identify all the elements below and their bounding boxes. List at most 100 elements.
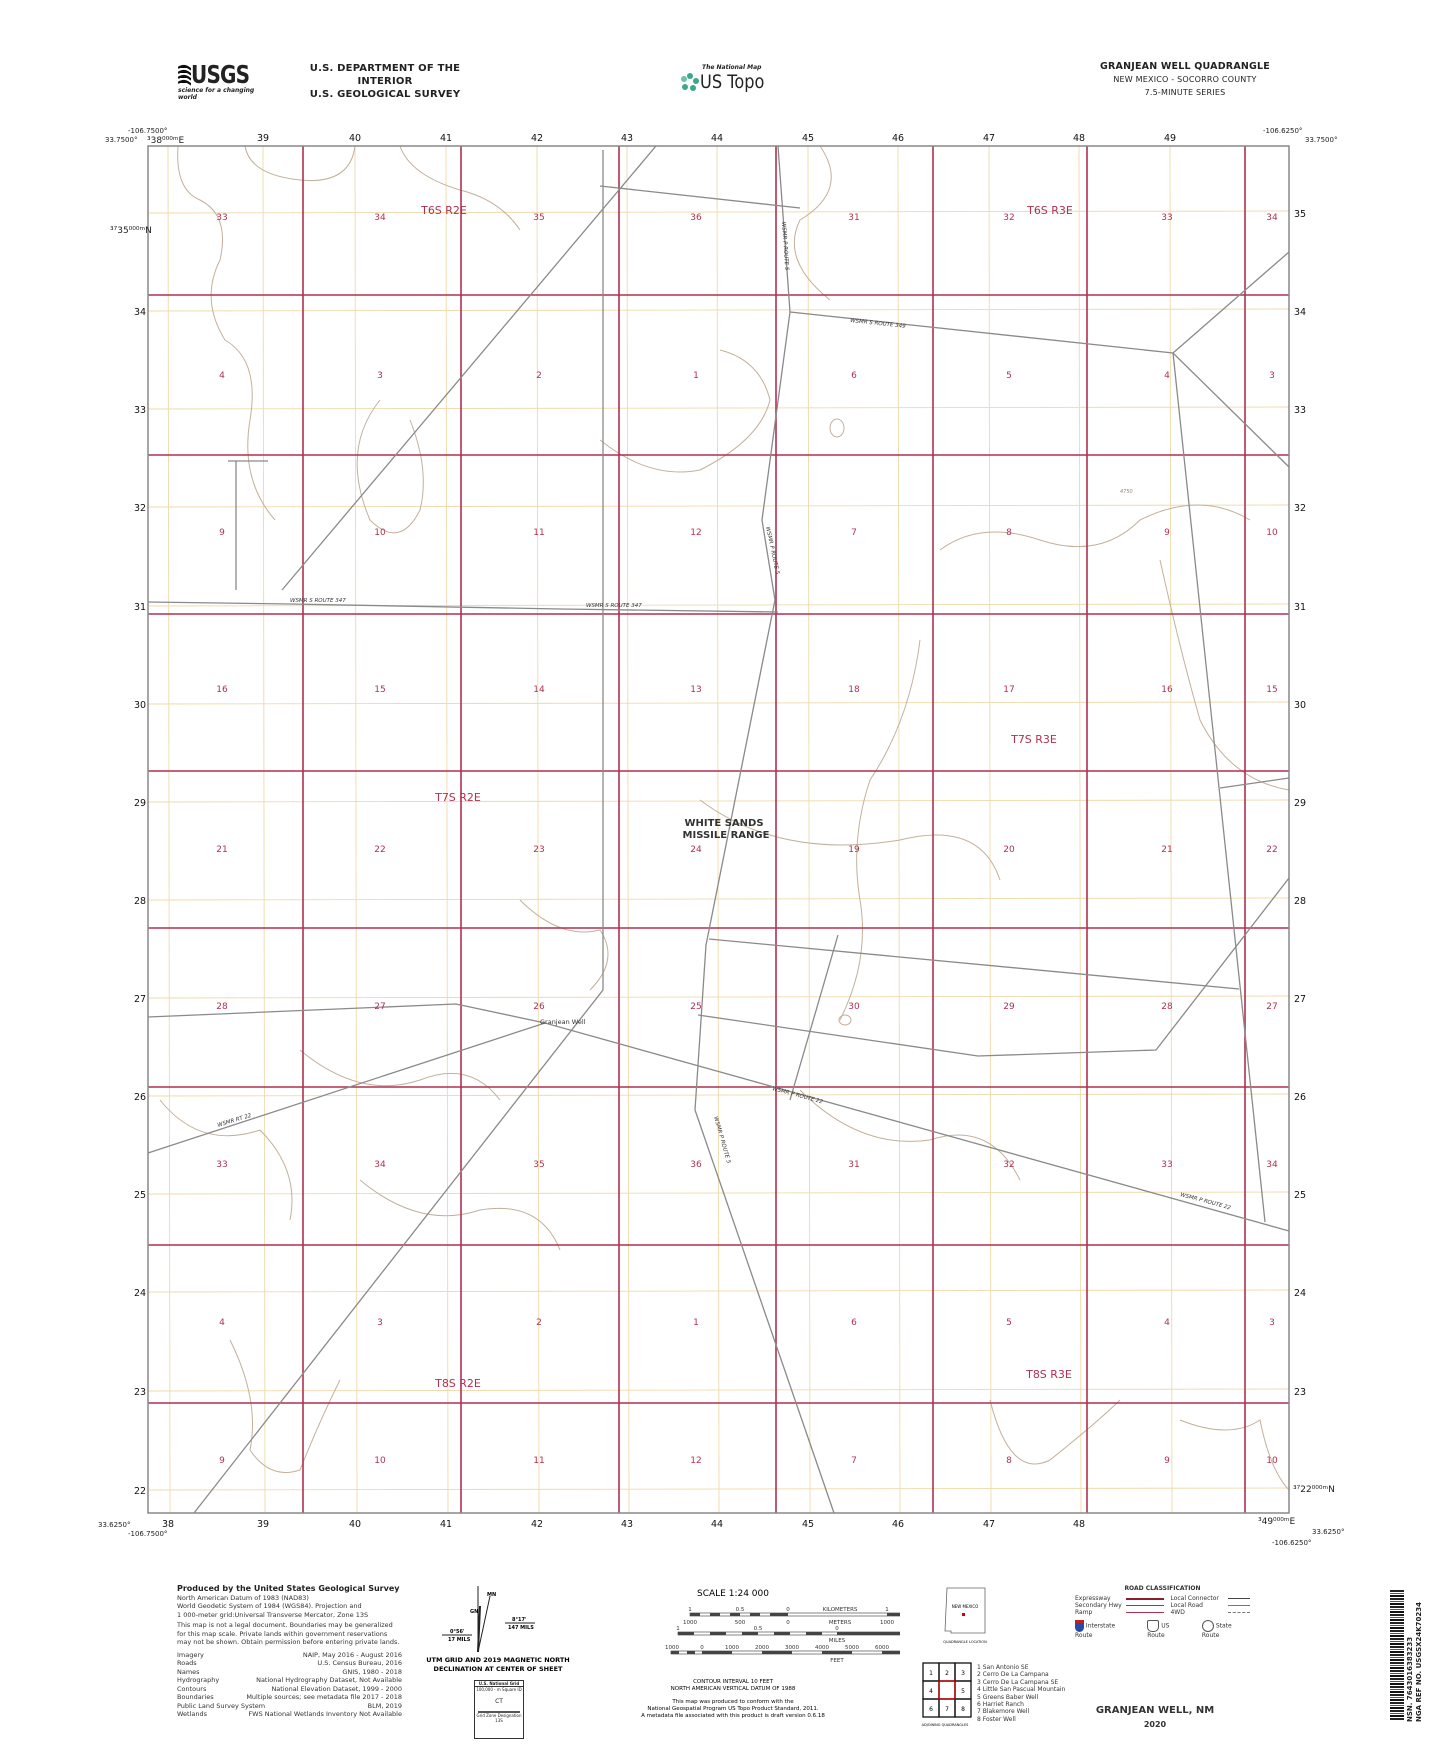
section-number: 13 [690,685,701,695]
sheet-title: GRANJEAN WELL, NM 2020 [1095,1705,1215,1729]
section-number: 5 [1006,1318,1012,1328]
svg-text:CONTOUR INTERVAL 10 FEET: CONTOUR INTERVAL 10 FEET [693,1679,774,1685]
svg-text:0°56': 0°56' [450,1629,465,1635]
scale-tick-label: 0 [786,1607,790,1613]
northing-label: 29 [134,798,146,809]
section-number: 24 [690,845,702,855]
section-number: 6 [851,1318,857,1328]
corner-coordinate: 33.7500° [1305,136,1337,144]
utm-gridline [147,308,1290,312]
section-number: 11 [533,1456,544,1466]
scale-tick-label: 1000 [880,1620,894,1626]
svg-text:This map was produced to confo: This map was produced to conform with th… [671,1699,794,1705]
utm-gridline [147,1093,1290,1097]
township-label: T6S R3E [1026,204,1073,217]
northing-label: 32 [1294,503,1306,514]
section-number: 10 [1266,1456,1278,1466]
section-number: 4 [219,371,225,381]
scale-tick-label: 1 [676,1626,680,1632]
scale-segment [774,1632,790,1635]
adjoining-cell-number: 1 [929,1670,933,1677]
section-number: 35 [533,213,544,223]
source-row: Boundaries Multiple sources; see metadata… [177,1693,402,1701]
adjoining-quad-name: 1 San Antonio SE [977,1664,1029,1671]
contour [829,418,845,438]
road-label: WSMR P ROUTE 5 [712,1116,731,1165]
easting-label: 44 [711,133,723,144]
scale-tick-label: 0 [835,1626,839,1632]
northing-label: 35 [1294,209,1306,220]
adjoining-cell-number: 5 [961,1688,965,1695]
easting-label: 38 [162,1519,174,1530]
scale-segment [742,1632,758,1635]
northing-label: 23 [134,1387,146,1398]
section-number: 3 [1269,1318,1275,1328]
utm-label: ³⁷22⁰⁰⁰ᵐN [1293,1485,1335,1495]
section-number: 3 [377,1318,383,1328]
contour [244,145,356,182]
northing-label: 27 [134,994,146,1005]
northing-label: 26 [134,1092,146,1103]
contour [839,639,921,1021]
utm-label: ³49⁰⁰⁰ᵐE [1258,1517,1295,1527]
northing-label: 31 [134,602,146,613]
scale-segment [806,1632,822,1635]
source-row: Imagery NAIP, May 2016 - August 2016 [177,1650,402,1659]
state-county: NEW MEXICO - SOCORRO COUNTY [1113,75,1257,84]
new-mexico-outline [944,1587,986,1634]
section-number: 34 [1266,213,1278,223]
source-row: Wetlands FWS National Wetlands Inventory … [177,1710,402,1718]
section-number: 22 [374,845,385,855]
scale-segment [770,1613,788,1616]
corner-coordinate: -106.7500° [128,1530,167,1538]
scale-segment [762,1651,792,1654]
section-number: 7 [851,1456,857,1466]
corner-coordinate: 33.7500° [105,136,137,144]
easting-label: 45 [802,1519,814,1530]
utm-gridline [807,145,811,1514]
utm-gridline [1078,145,1082,1514]
township-label: T7S R2E [434,791,481,804]
section-number: 10 [374,1456,386,1466]
adjoining-cell [954,1698,972,1718]
section-number: 11 [533,528,544,538]
corner-coordinate: 33.6250° [1312,1528,1344,1536]
scale-tick-label: 0 [700,1645,704,1651]
scale-unit-label: METERS [829,1620,852,1626]
adjoining-quadrangle-list: 1 San Antonio SE 2 Cerro De La Campana 3 C… [977,1664,1065,1723]
contour [399,145,521,231]
section-number: 1 [693,371,699,381]
adjoining-quad-name: 3 Cerro De La Campana SE [977,1678,1059,1686]
section-number: 2 [536,371,542,381]
source-row: Names GNIS, 1980 - 2018 [177,1667,402,1676]
utm-gridline [536,145,540,1514]
section-number: 16 [216,685,228,695]
utm-gridline [716,145,720,1514]
local-road-symbol [1228,1605,1250,1609]
road [708,938,1240,990]
adjoining-quad-name: 4 Little San Pascual Mountain [977,1686,1066,1694]
scale-segment [710,1632,726,1635]
local-connector-symbol [1228,1598,1250,1602]
adjoining-cell-number: 6 [929,1706,933,1713]
section-number: 10 [1266,528,1278,538]
contour [1179,1419,1290,1491]
northing-label: 24 [1294,1288,1306,1299]
section-number: 15 [374,685,385,695]
contour [838,1014,852,1026]
northing-label: 23 [1294,1387,1306,1398]
scale-bars: SCALE 1:24 000 10.5012KILOMETERS10005000… [641,1589,900,1719]
adjoining-quad-name: 5 Greens Baber Well [977,1693,1039,1701]
section-number: 25 [690,1002,701,1012]
road-wsmr-s-route-347 [147,601,779,613]
contour [699,799,1001,881]
section-number: 21 [216,845,227,855]
scale-segment [690,1613,700,1616]
easting-label: 48 [1073,133,1085,144]
scale-tick-label: 5000 [845,1645,859,1651]
contour [519,899,609,991]
scale-unit-label: KILOMETERS [823,1607,858,1613]
declination-caption: UTM GRID AND 2019 MAGNETIC NORTH [426,1656,570,1664]
